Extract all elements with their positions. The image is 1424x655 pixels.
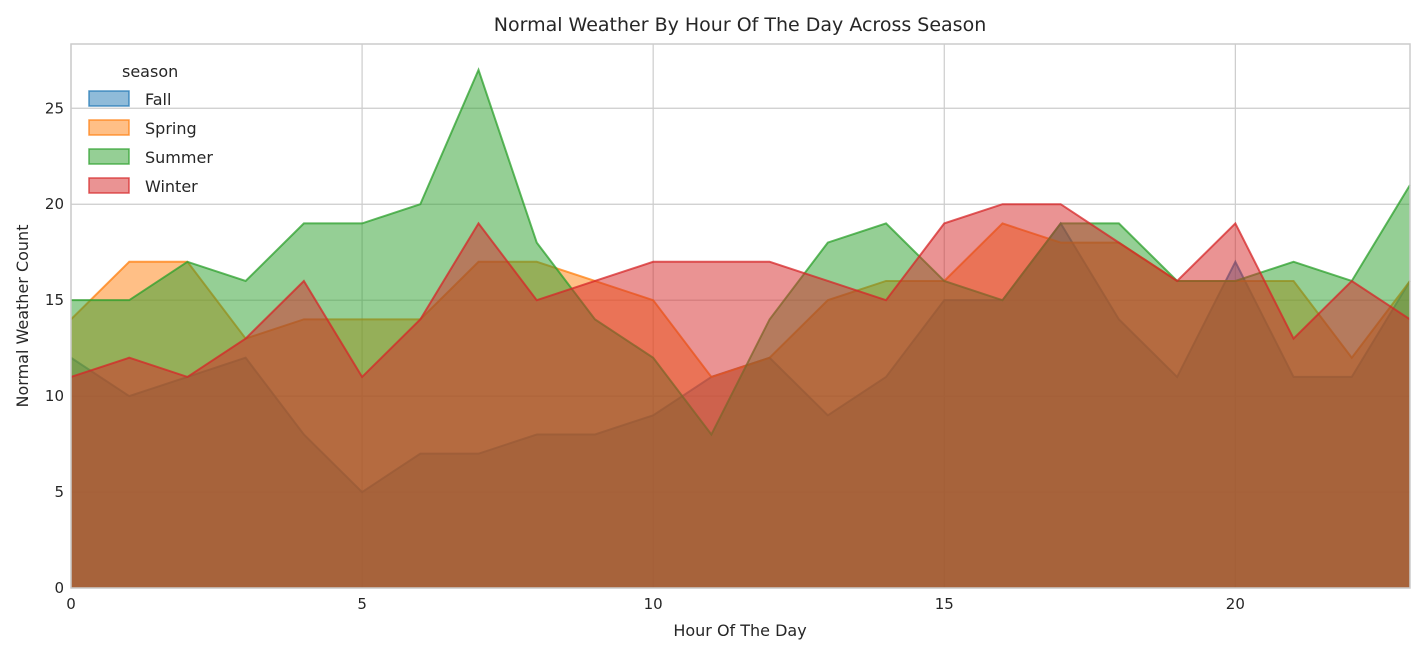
- x-tick-label: 20: [1226, 595, 1245, 613]
- legend-swatch-spring: [88, 119, 130, 136]
- x-axis-label: Hour Of The Day: [673, 621, 806, 640]
- legend: season Fall Spring Summer Winter: [88, 62, 213, 196]
- x-tick-label: 5: [357, 595, 367, 613]
- x-tick-label: 15: [935, 595, 954, 613]
- y-tick-label: 25: [45, 99, 64, 117]
- x-tick-label: 10: [644, 595, 663, 613]
- legend-label-fall: Fall: [145, 90, 171, 109]
- x-axis-ticks: 0 5 10 15 20: [66, 595, 1245, 613]
- y-tick-label: 0: [54, 579, 64, 597]
- legend-title: season: [122, 62, 178, 81]
- area-winter: [71, 204, 1410, 588]
- y-axis-ticks: 0 5 10 15 20 25: [45, 99, 64, 597]
- series-areas: [70, 67, 1411, 588]
- legend-swatch-fall: [88, 90, 130, 107]
- line-winter: [70, 203, 1411, 379]
- legend-label-winter: Winter: [145, 177, 198, 196]
- y-tick-label: 20: [45, 195, 64, 213]
- x-tick-label: 0: [66, 595, 76, 613]
- y-axis-label: Normal Weather Count: [13, 225, 32, 408]
- y-tick-label: 5: [54, 483, 64, 501]
- plot-frame: [70, 43, 1411, 589]
- legend-swatch-winter: [88, 177, 130, 194]
- legend-swatch-summer: [88, 148, 130, 165]
- legend-label-summer: Summer: [145, 148, 213, 167]
- y-tick-label: 15: [45, 291, 64, 309]
- plot-border: [70, 43, 1411, 589]
- chart-title: Normal Weather By Hour Of The Day Across…: [494, 14, 987, 36]
- y-tick-label: 10: [45, 387, 64, 405]
- legend-label-spring: Spring: [145, 119, 197, 138]
